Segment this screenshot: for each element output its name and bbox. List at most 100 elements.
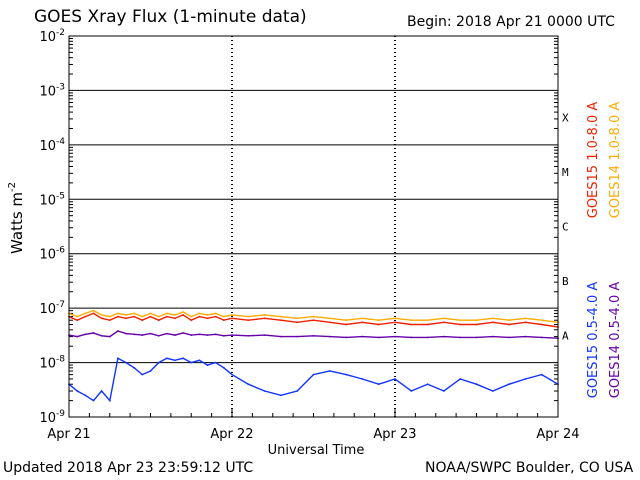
series-point-1 (125, 314, 127, 316)
series-point-3 (92, 332, 95, 334)
series-point-0 (182, 314, 185, 316)
series-point-2 (198, 359, 201, 362)
series-point-1 (491, 317, 494, 320)
series-point-2 (247, 383, 250, 386)
series-point-2 (84, 394, 87, 397)
y-tick-exponent: -5 (56, 191, 65, 201)
series-point-0 (100, 317, 103, 320)
series-point-0 (108, 319, 111, 322)
series-point-3 (247, 334, 250, 337)
series-point-1 (76, 315, 79, 318)
series-point-3 (108, 335, 111, 338)
series-point-0 (345, 323, 347, 326)
series-point-1 (157, 315, 160, 318)
x-tick-label-apr-24: Apr 24 (536, 427, 579, 442)
series-point-1 (426, 319, 429, 322)
series-point-0 (394, 321, 396, 324)
series-point-0 (491, 321, 494, 324)
series-point-0 (149, 315, 152, 318)
series-point-2 (394, 378, 396, 380)
series-point-3 (328, 335, 331, 338)
y-tick-label-1e-5: 10-5 (39, 191, 65, 208)
y-tick-exponent: -6 (56, 246, 65, 256)
grid-layer (68, 36, 559, 417)
series-point-0 (377, 323, 380, 326)
series-point-0 (190, 319, 193, 322)
series-point-0 (410, 323, 413, 326)
series-point-3 (426, 336, 429, 339)
series-layer (68, 309, 559, 403)
y-tick-exponent: -8 (56, 355, 65, 365)
series-point-3 (222, 334, 225, 337)
series-point-2 (141, 373, 144, 376)
series-point-2 (540, 373, 543, 376)
x-tick-labels: Apr 21 Apr 22 Apr 23 Apr 24 (47, 427, 579, 442)
y-tick-base: 10 (39, 193, 56, 208)
y-tick-label-1e-3: 10-3 (39, 82, 65, 99)
y-axis-label-exponent: -2 (7, 182, 18, 192)
series-point-3 (198, 333, 201, 336)
series-point-0 (198, 315, 201, 318)
series-point-3 (174, 334, 176, 336)
series-point-3 (345, 336, 347, 339)
series-point-1 (328, 317, 331, 320)
series-point-2 (280, 394, 282, 397)
series-point-1 (222, 315, 225, 318)
series-point-2 (361, 378, 364, 380)
series-point-3 (443, 335, 445, 338)
legend-entry-2: GOES15 0.5-4.0 A (586, 282, 601, 399)
series-point-0 (361, 321, 364, 324)
series-point-0 (508, 323, 510, 326)
series-point-3 (133, 333, 136, 336)
series-point-1 (165, 312, 168, 315)
series-point-3 (76, 335, 79, 338)
y-tick-base: 10 (39, 248, 56, 263)
series-point-2 (410, 390, 413, 392)
series-point-3 (100, 334, 103, 337)
y-tick-base: 10 (39, 411, 56, 426)
series-point-1 (198, 312, 201, 315)
series-point-2 (524, 378, 527, 380)
series-point-1 (141, 315, 144, 318)
series-point-0 (443, 321, 445, 324)
updated-timestamp: Updated 2018 Apr 23 23:59:12 UTC (3, 460, 254, 476)
series-point-2 (377, 383, 380, 386)
x-axis-label: Universal Time (268, 443, 365, 458)
legend-entry-3: GOES14 0.5-4.0 A (608, 282, 623, 399)
x-tick-label-apr-22: Apr 22 (210, 427, 253, 442)
series-point-2 (133, 366, 136, 369)
y-tick-exponent: -3 (56, 82, 65, 92)
y-tick-label-1e-6: 10-6 (39, 246, 65, 263)
series-point-2 (206, 364, 209, 366)
series-point-2 (149, 370, 152, 372)
series-point-0 (157, 319, 160, 322)
series-point-3 (149, 332, 152, 335)
series-point-0 (133, 315, 136, 318)
series-point-0 (280, 319, 282, 322)
y-tick-label-1e-9: 10-9 (39, 409, 65, 426)
flare-class-c: C (562, 221, 569, 234)
series-point-0 (206, 317, 209, 320)
series-line-2 (68, 357, 559, 403)
series-point-1 (410, 319, 413, 322)
y-tick-base: 10 (39, 84, 56, 99)
flare-class-x: X (562, 112, 569, 125)
series-point-3 (231, 334, 233, 336)
series-point-2 (296, 390, 299, 392)
y-tick-labels: 10-210-310-410-510-610-710-810-9 (39, 28, 65, 426)
series-point-0 (263, 317, 266, 320)
series-point-0 (475, 323, 478, 326)
series-point-3 (491, 335, 494, 338)
y-tick-label-1e-7: 10-7 (39, 300, 65, 317)
series-point-2 (491, 390, 494, 392)
series-point-3 (214, 333, 217, 336)
series-point-2 (117, 357, 119, 360)
series-point-2 (312, 373, 315, 376)
series-point-1 (231, 314, 233, 316)
series-point-2 (345, 373, 347, 376)
y-tick-exponent: -9 (56, 409, 65, 419)
series-point-2 (76, 390, 79, 392)
series-point-1 (475, 319, 478, 322)
series-point-0 (247, 319, 250, 322)
series-point-1 (280, 315, 282, 318)
